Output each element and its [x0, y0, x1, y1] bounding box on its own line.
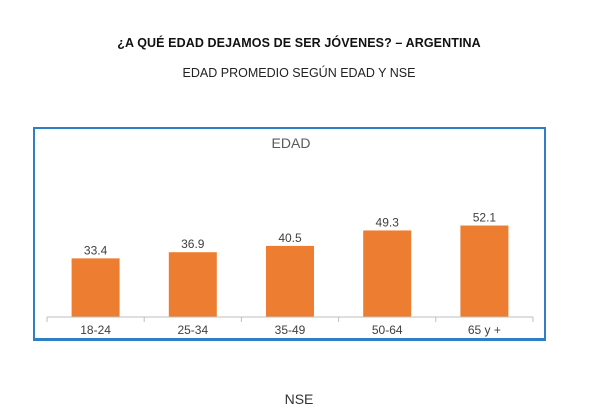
x-tick-label: 35-49 [275, 323, 306, 337]
bar-35-49 [266, 245, 314, 317]
nse-section-label: NSE [284, 391, 314, 407]
data-label: 36.9 [181, 237, 205, 251]
bar-50-64 [363, 230, 412, 317]
x-axis-ticks [46, 317, 534, 322]
bar-65-y- [460, 225, 509, 317]
bars-layer: 33.4 36.9 40.5 49.3 52.1 [71, 211, 509, 317]
x-tick-label: 50-64 [372, 323, 403, 337]
data-label: 40.5 [278, 231, 302, 245]
page-subtitle: EDAD PROMEDIO SEGÚN EDAD Y NSE [182, 66, 416, 80]
x-axis-labels: 18-24 25-34 35-49 50-64 65 y + [80, 323, 501, 337]
data-label: 49.3 [376, 215, 400, 229]
bar-chart: EDAD 33.4 36.9 40.5 49.3 52.1 18-24 25-34 35-4… [46, 135, 534, 337]
chart-frame: EDAD 33.4 36.9 40.5 49.3 52.1 18-24 25-34 35-4… [33, 127, 546, 341]
bar-25-34 [168, 252, 217, 317]
x-tick-label: 65 y + [468, 323, 501, 337]
data-label: 52.1 [473, 211, 497, 225]
x-tick-label: 18-24 [80, 323, 111, 337]
chart-title: EDAD [272, 135, 311, 151]
bar-18-24 [71, 258, 120, 317]
page-title: ¿A QUÉ EDAD DEJAMOS DE SER JÓVENES? – AR… [117, 36, 481, 50]
data-label: 33.4 [84, 243, 108, 257]
x-tick-label: 25-34 [177, 323, 208, 337]
